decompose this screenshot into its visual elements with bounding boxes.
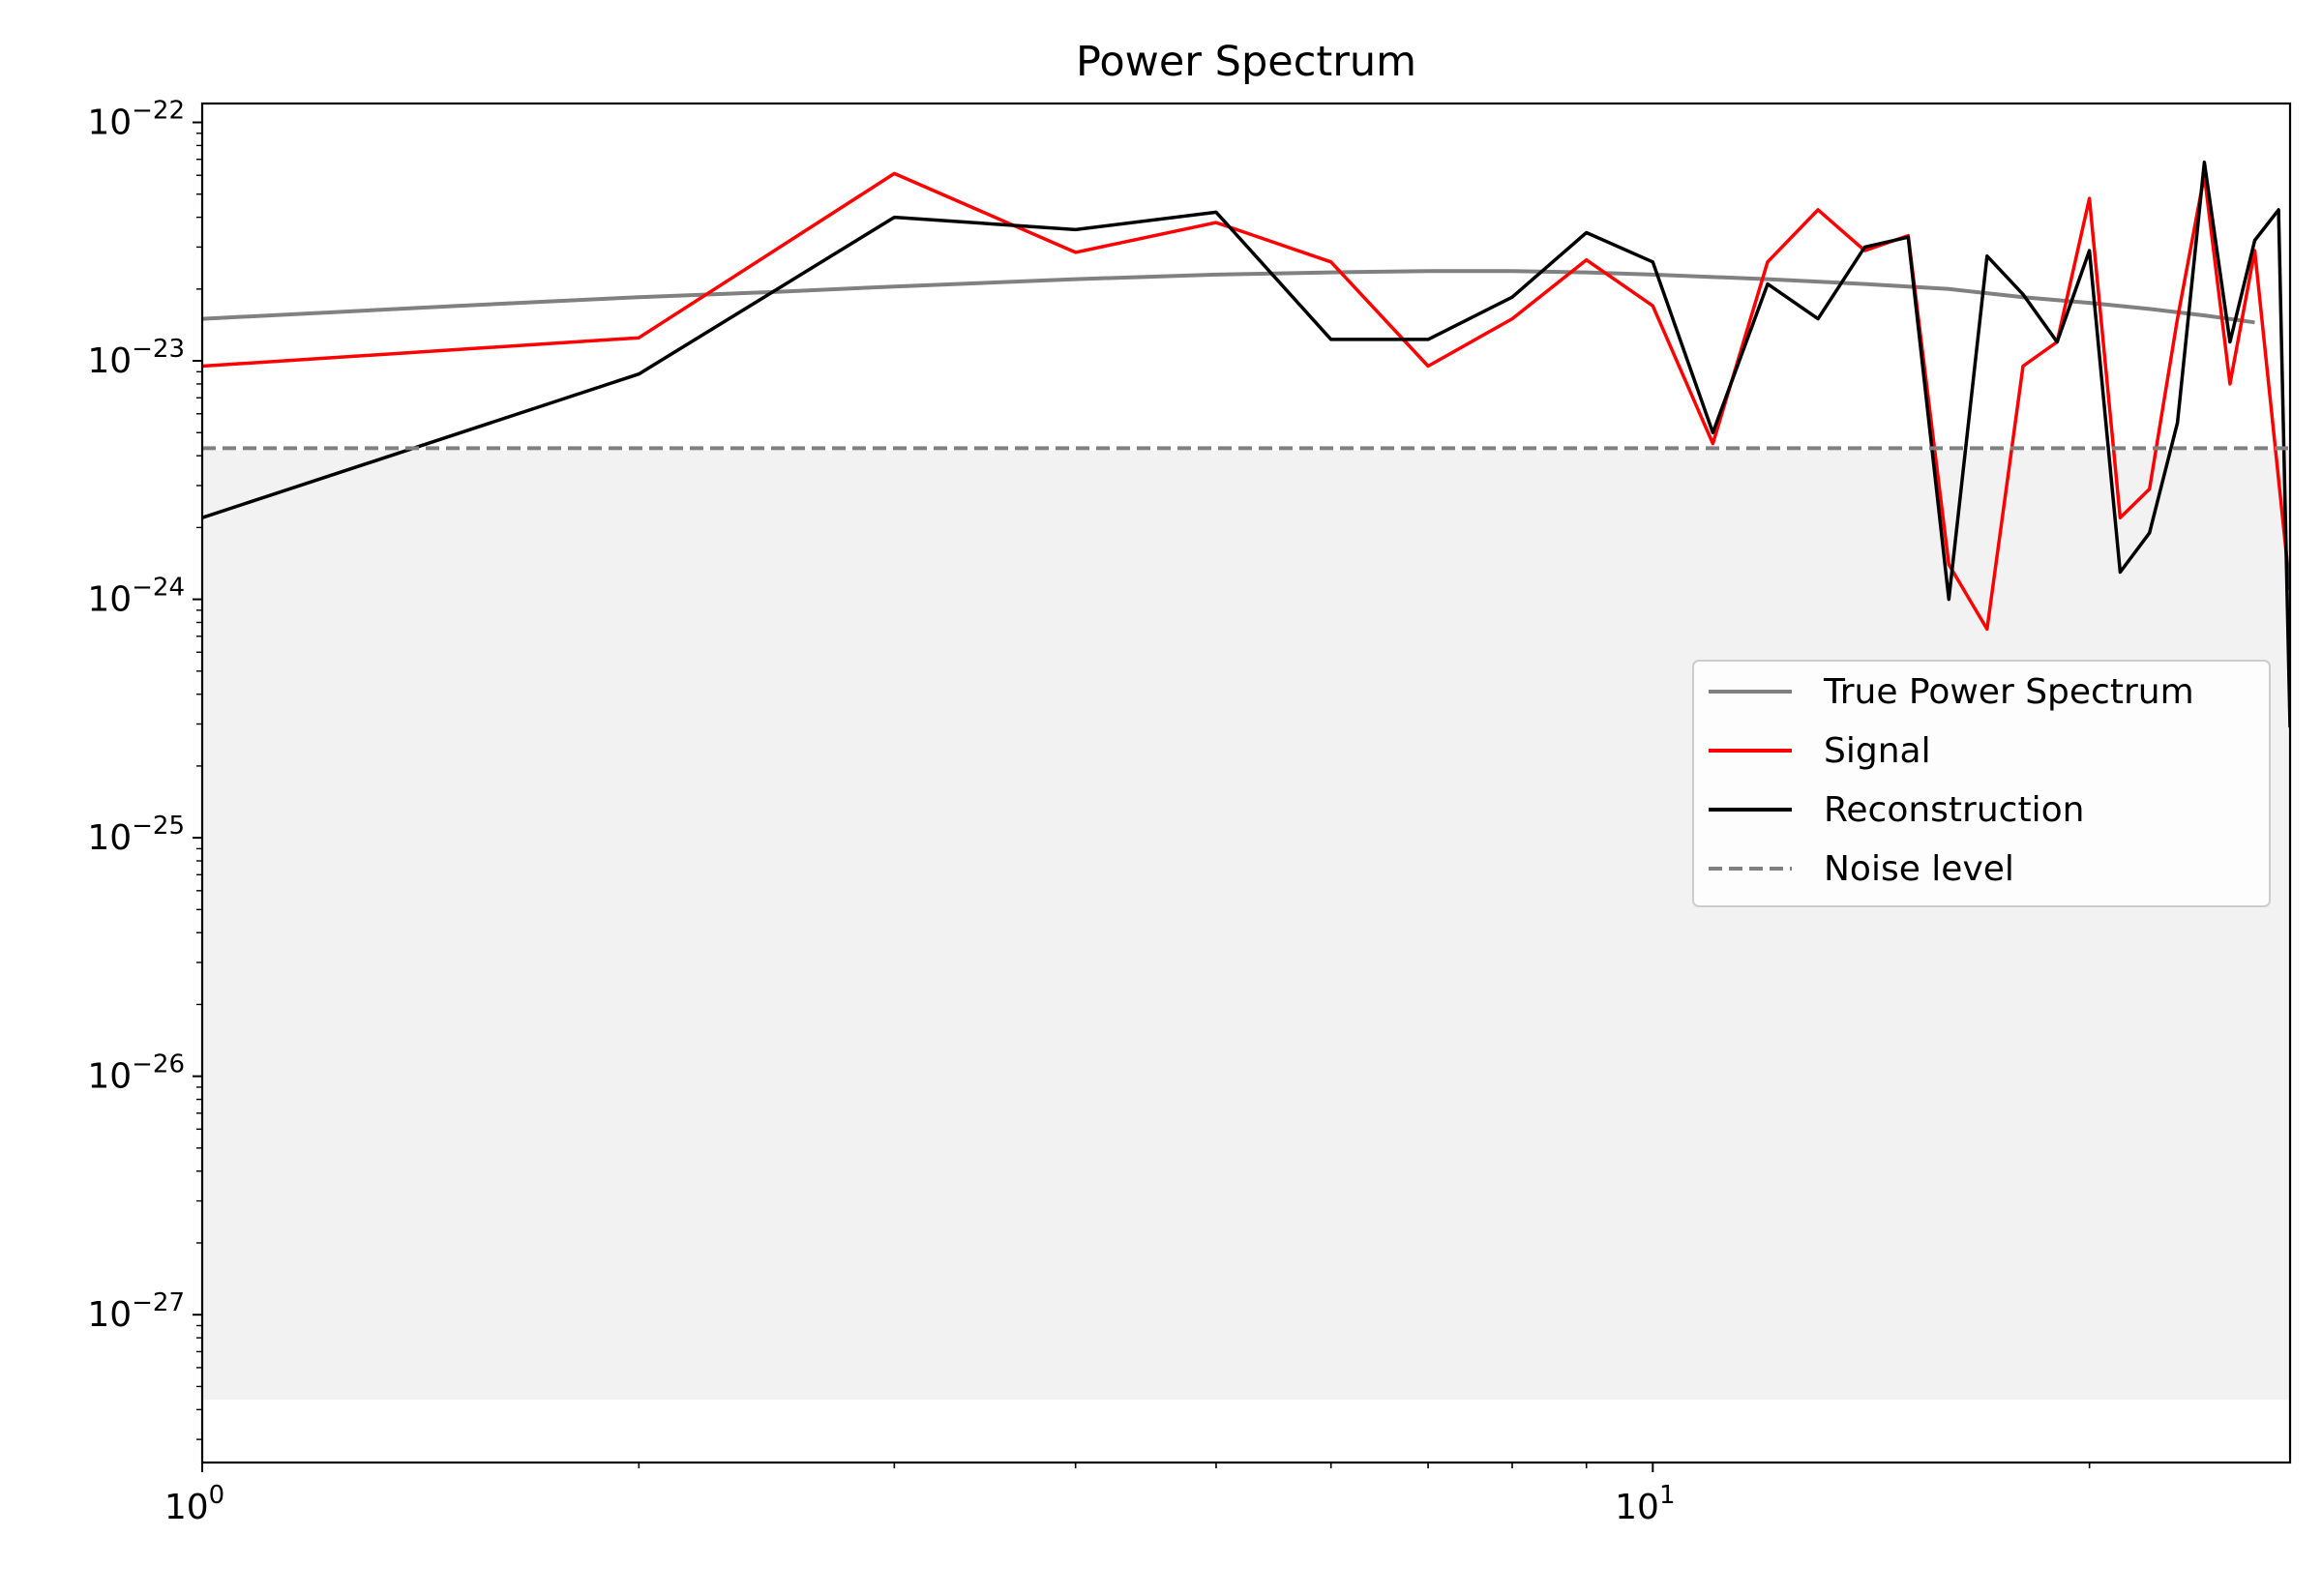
x-tick-label: 100 bbox=[164, 1481, 224, 1527]
legend-box bbox=[1692, 660, 2271, 907]
legend-label-reconstruction: Reconstruction bbox=[1824, 790, 2084, 830]
y-tick-label: 10−23 bbox=[87, 335, 185, 381]
legend-label-true-power-spectrum: True Power Spectrum bbox=[1823, 672, 2194, 712]
y-tick-label: 10−26 bbox=[87, 1050, 185, 1097]
series-line-signal bbox=[202, 171, 2290, 632]
legend-label-signal: Signal bbox=[1824, 731, 1931, 771]
plot-frame bbox=[200, 102, 2292, 1464]
legend-label-noise-level: Noise level bbox=[1824, 849, 2014, 889]
series-line-true-power-spectrum bbox=[202, 269, 2255, 325]
y-tick-label: 10−24 bbox=[87, 574, 185, 620]
legend: True Power Spectrum Signal Reconstruction N… bbox=[1692, 660, 2271, 907]
y-tick-label: 10−22 bbox=[87, 97, 185, 143]
noise-shaded-region bbox=[202, 450, 2290, 1401]
y-tick-label: 10−25 bbox=[87, 812, 185, 858]
y-tick-label: 10−27 bbox=[87, 1288, 185, 1335]
x-tick-label: 101 bbox=[1615, 1481, 1675, 1527]
series-line-reconstruction bbox=[202, 161, 2290, 728]
series-layer bbox=[202, 161, 2290, 728]
ticks-layer: 100 101 10−22 10−23 10−24 10−25 10−26 10−27 bbox=[87, 97, 2091, 1527]
chart-title: Power Spectrum bbox=[1076, 38, 1416, 86]
